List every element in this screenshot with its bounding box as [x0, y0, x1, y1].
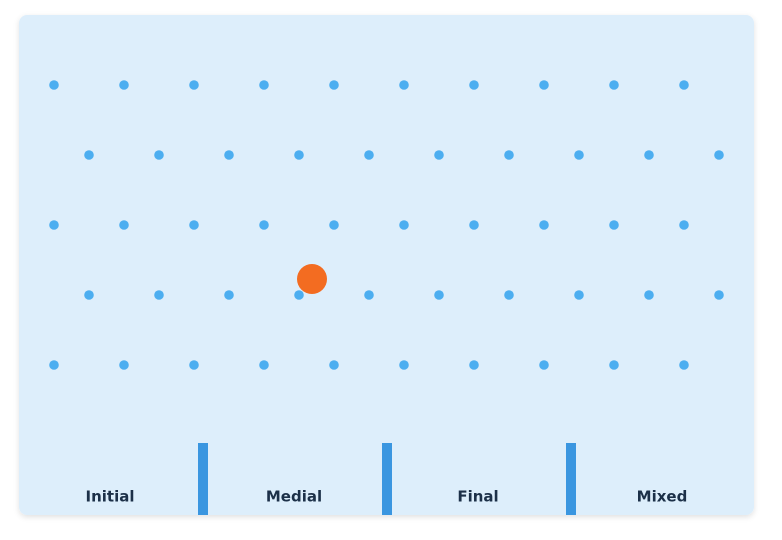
bin-dividers [198, 443, 576, 515]
peg [714, 290, 724, 300]
peg [154, 150, 164, 160]
peg [539, 80, 549, 90]
peg [609, 220, 619, 230]
peg [364, 150, 374, 160]
bin-divider [382, 443, 392, 515]
peg [329, 220, 339, 230]
bin-divider [566, 443, 576, 515]
peg [574, 290, 584, 300]
bin-label[interactable]: Medial [266, 488, 322, 506]
peg [224, 150, 234, 160]
peg [399, 360, 409, 370]
peg [259, 220, 269, 230]
peg [504, 290, 514, 300]
peg [294, 150, 304, 160]
bin-divider [198, 443, 208, 515]
peg [679, 220, 689, 230]
peg [399, 80, 409, 90]
peg [504, 150, 514, 160]
peg [609, 80, 619, 90]
peg [644, 150, 654, 160]
peg [49, 360, 59, 370]
peg [644, 290, 654, 300]
board-background [19, 15, 754, 515]
peg [469, 220, 479, 230]
peg [679, 360, 689, 370]
peg [539, 220, 549, 230]
peg [49, 220, 59, 230]
bin-label[interactable]: Initial [86, 488, 135, 506]
peg [84, 150, 94, 160]
peg [574, 150, 584, 160]
peg [539, 360, 549, 370]
peg [119, 220, 129, 230]
ball [297, 264, 327, 294]
peg [364, 290, 374, 300]
peg [469, 80, 479, 90]
peg [154, 290, 164, 300]
peg [609, 360, 619, 370]
peg [679, 80, 689, 90]
peg [119, 360, 129, 370]
bin-label[interactable]: Mixed [637, 488, 688, 506]
peg [84, 290, 94, 300]
peg [434, 150, 444, 160]
peg [259, 360, 269, 370]
peg [119, 80, 129, 90]
peg [189, 80, 199, 90]
peg [469, 360, 479, 370]
peg-field [49, 80, 724, 370]
peg [714, 150, 724, 160]
peg [399, 220, 409, 230]
peg [329, 80, 339, 90]
peg [259, 80, 269, 90]
bin-label[interactable]: Final [457, 488, 498, 506]
peg [189, 220, 199, 230]
peg [434, 290, 444, 300]
peg [329, 360, 339, 370]
peg [294, 290, 304, 300]
peg [49, 80, 59, 90]
peg [189, 360, 199, 370]
peg [224, 290, 234, 300]
